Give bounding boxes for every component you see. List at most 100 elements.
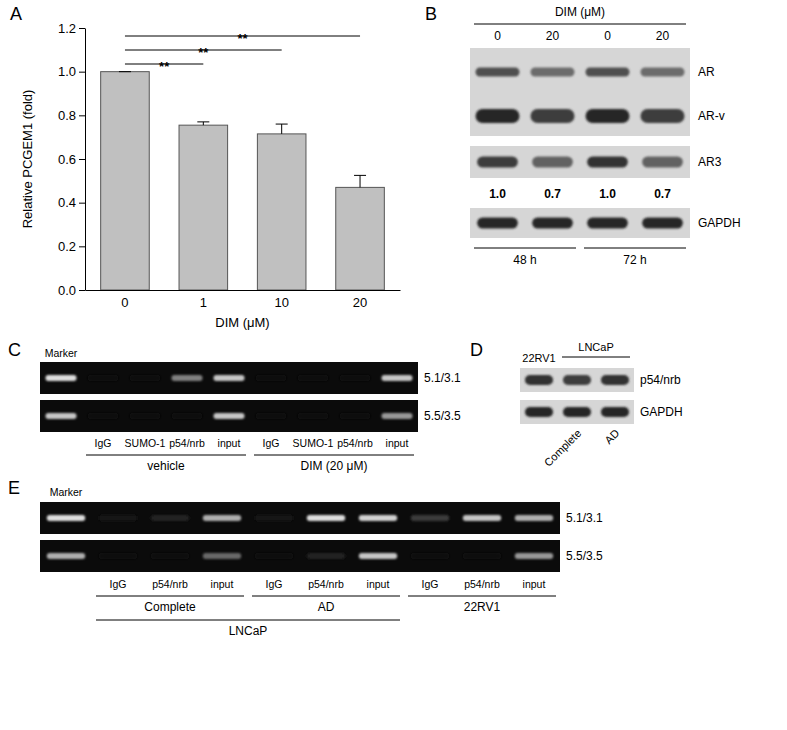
lane-label: 0 [494, 29, 501, 43]
row-label: GAPDH [698, 216, 741, 230]
y-tick-mark [79, 28, 85, 29]
blot-background [470, 146, 690, 178]
band [213, 375, 244, 381]
y-axis: 0.00.20.40.60.81.01.2 [58, 21, 86, 298]
band [307, 553, 345, 559]
band [87, 413, 118, 419]
y-tick-mark [79, 290, 85, 291]
panel-a: A0.00.20.40.60.81.01.2011020DIM (μM)Rela… [10, 4, 401, 330]
lane-label: p54/nrb [337, 437, 373, 449]
row-label: AR-v [698, 109, 725, 123]
row-label: 5.1/3.1 [566, 511, 603, 525]
band [601, 375, 629, 385]
band [255, 375, 286, 381]
group-label: 22RV1 [464, 600, 501, 614]
band [642, 218, 683, 229]
band [586, 68, 630, 77]
figure: A0.00.20.40.60.81.01.2011020DIM (μM)Rela… [0, 0, 787, 730]
panel-d: D22RV1LNCaPp54/nrbGAPDHCompleteAD [470, 340, 683, 469]
band [297, 413, 328, 419]
band [477, 157, 518, 168]
plot-area [101, 72, 385, 290]
band [411, 553, 449, 559]
group-label: Complete [144, 600, 196, 614]
band [47, 515, 85, 521]
y-tick-mark [79, 246, 85, 247]
band [297, 375, 328, 381]
error-stem [281, 124, 282, 134]
quantification: 0.7 [654, 187, 671, 201]
error-stem [360, 175, 361, 187]
lane-label: input [367, 578, 390, 590]
band [525, 375, 553, 385]
x-tick: 1 [200, 290, 207, 310]
band [339, 375, 370, 381]
row-label: 5.5/3.5 [424, 409, 461, 423]
band [255, 553, 293, 559]
lane-label: IgG [422, 578, 439, 590]
band [525, 407, 553, 417]
gel-background [40, 400, 418, 432]
group-line [96, 620, 400, 621]
band [532, 218, 573, 229]
quantification: 1.0 [599, 187, 616, 201]
lane-label: 20 [546, 29, 560, 43]
x-axis-title: DIM (μM) [215, 315, 269, 330]
band [129, 413, 160, 419]
panel-letter: E [8, 478, 20, 498]
y-tick: 0.2 [58, 239, 85, 254]
error-cap [354, 175, 366, 176]
band [171, 413, 202, 419]
band [532, 157, 573, 168]
y-tick: 0.0 [58, 283, 85, 298]
y-tick: 1.0 [58, 64, 85, 79]
row-label: p54/nrb [640, 373, 681, 387]
group-line [584, 248, 686, 249]
band [99, 553, 137, 559]
significance-label: ** [159, 59, 170, 74]
x-tick-label: 0 [121, 295, 128, 310]
y-tick-mark [79, 72, 85, 73]
row-label: AR [698, 65, 715, 79]
lane-label: input [386, 437, 409, 449]
y-tick-label: 0.4 [58, 195, 76, 210]
row-label: GAPDH [640, 405, 683, 419]
significance-label: ** [198, 45, 209, 60]
error-cap [197, 121, 209, 122]
panel-letter: B [425, 4, 437, 24]
group-label: AD [318, 600, 335, 614]
band [339, 413, 370, 419]
band [476, 109, 520, 123]
quantification: 0.7 [544, 187, 561, 201]
band [587, 157, 628, 168]
lane-label: IgG [266, 578, 283, 590]
band [203, 515, 241, 521]
band [45, 413, 76, 419]
x-tick-label: 1 [200, 295, 207, 310]
y-tick: 0.4 [58, 195, 85, 210]
row-label: AR3 [698, 155, 722, 169]
lane-label: IgG [95, 437, 112, 449]
band [587, 218, 628, 229]
band [129, 375, 160, 381]
gel-background [40, 502, 560, 534]
band [531, 109, 575, 123]
gel-background [40, 362, 418, 394]
lane-label: AD [602, 427, 621, 446]
y-tick-label: 0.0 [58, 283, 76, 298]
group-line [474, 248, 576, 249]
band [476, 68, 520, 77]
band [213, 413, 244, 419]
band [359, 553, 397, 559]
lane-label: 20 [656, 29, 670, 43]
band [45, 375, 76, 381]
blot-background [470, 48, 690, 136]
lane-label: IgG [110, 578, 127, 590]
band [563, 407, 591, 417]
x-tick: 10 [274, 290, 288, 310]
y-tick-mark [79, 115, 85, 116]
band [151, 515, 189, 521]
header: DIM (μM) [555, 5, 605, 19]
y-tick-mark [79, 159, 85, 160]
panel-letter: A [10, 4, 22, 24]
